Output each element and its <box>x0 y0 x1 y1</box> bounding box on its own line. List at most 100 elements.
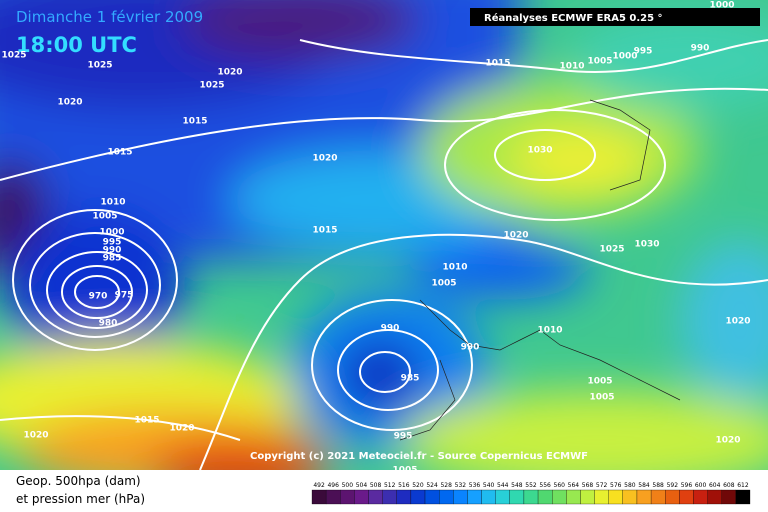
title: Dimanche 1 février 2009 <box>16 8 203 26</box>
isobar-label: 1020 <box>312 154 337 164</box>
scale-swatch <box>481 489 496 505</box>
isobar-label: 1030 <box>634 240 659 250</box>
isobar-label: 1015 <box>107 148 132 158</box>
scale-swatch <box>340 489 355 505</box>
scale-label: 612 <box>737 482 749 489</box>
isobar-label: 995 <box>634 47 653 57</box>
isobar-label: 985 <box>103 254 122 264</box>
isobar-label: 1030 <box>527 146 552 156</box>
scale-swatch <box>580 489 595 505</box>
scale-label: 560 <box>554 482 566 489</box>
isobar-label: 1010 <box>100 198 125 208</box>
scale-label: 536 <box>469 482 481 489</box>
scale-swatch <box>523 489 539 505</box>
isobar-label: 1020 <box>715 436 740 446</box>
scale-label: 516 <box>398 482 410 489</box>
scale-label: 568 <box>582 482 594 489</box>
scale-swatch <box>424 489 440 505</box>
scale-label: 564 <box>568 482 580 489</box>
isobar-label: 1020 <box>217 68 242 78</box>
scale-label: 572 <box>596 482 608 489</box>
isobar-label: 1010 <box>442 263 467 273</box>
isobar-label: 1020 <box>503 231 528 241</box>
isobar-label: 1025 <box>599 245 624 255</box>
scale-swatch <box>495 489 510 505</box>
field <box>0 0 768 500</box>
scale-swatch <box>566 489 581 505</box>
scale-swatch <box>410 489 426 505</box>
scale-label: 512 <box>384 482 396 489</box>
time: 18:00 UTC <box>16 33 137 57</box>
source-box <box>470 8 760 26</box>
scale-swatch <box>693 489 708 505</box>
scale-swatch <box>325 489 341 505</box>
isobar-label: 990 <box>691 44 710 54</box>
isobar-label: 1020 <box>57 98 82 108</box>
scale-swatch <box>650 489 666 505</box>
scale-label: 588 <box>652 482 664 489</box>
scale-label: 600 <box>695 482 707 489</box>
isobar-label: 1020 <box>23 431 48 441</box>
scale-label: 596 <box>681 482 693 489</box>
isobar-label: 1005 <box>587 377 612 387</box>
isobar-label: 985 <box>401 374 420 384</box>
scale-label: 496 <box>327 482 339 489</box>
isobar-label: 1015 <box>485 59 510 69</box>
scale-label: 592 <box>667 482 679 489</box>
scale-swatch <box>439 489 454 505</box>
isobar-label: 1005 <box>587 57 612 67</box>
scale-label: 552 <box>525 482 537 489</box>
scale-label: 508 <box>370 482 382 489</box>
scale-swatch <box>311 489 327 505</box>
scale-label: 524 <box>426 482 438 489</box>
isobar-label: 970 <box>89 292 108 302</box>
scale-label: 492 <box>313 482 325 489</box>
scale-label: 500 <box>342 482 354 489</box>
source: Réanalyses ECMWF ERA5 0.25 ° <box>484 12 663 24</box>
scale-swatch <box>453 489 468 505</box>
legend-line: et pression mer (hPa) <box>16 492 145 506</box>
scale-label: 548 <box>511 482 523 489</box>
scale-swatch <box>552 489 567 505</box>
scale-swatch <box>537 489 553 505</box>
isobar-label: 1025 <box>199 81 224 91</box>
scale-label: 528 <box>440 482 452 489</box>
scale-swatch <box>665 489 680 505</box>
scale-swatch <box>622 489 638 505</box>
isobar-label: 1000 <box>99 228 124 238</box>
scale-label: 576 <box>610 482 622 489</box>
scale-label: 520 <box>412 482 424 489</box>
isobar-label: 975 <box>115 291 134 301</box>
scale-label: 540 <box>483 482 495 489</box>
isobar-label: 1005 <box>92 212 117 222</box>
isobars <box>0 39 768 471</box>
scale-swatch <box>735 489 751 505</box>
scale-swatch <box>608 489 623 505</box>
copyright: Copyright (c) 2021 Meteociel.fr - Source… <box>250 451 588 462</box>
isobar-label: 1015 <box>134 416 159 426</box>
isobar-label: 995 <box>103 238 122 248</box>
legend-line: Geop. 500hpa (dam) <box>16 474 141 488</box>
scale-swatch <box>368 489 383 505</box>
isobar-label: 980 <box>99 319 118 329</box>
isobar-label: 1005 <box>431 279 456 289</box>
isobar-label: 1020 <box>725 317 750 327</box>
scale-label: 580 <box>624 482 636 489</box>
isobar-label: 990 <box>103 246 122 256</box>
scale-label: 532 <box>455 482 467 489</box>
isobar-label: 1005 <box>392 466 417 476</box>
scale-label: 504 <box>356 482 368 489</box>
scale-label: 608 <box>723 482 735 489</box>
scale-label: 544 <box>497 482 509 489</box>
isobar-label: 1010 <box>537 326 562 336</box>
isobar-label: 1025 <box>87 61 112 71</box>
scale-swatch <box>679 489 694 505</box>
isobar-label: 1025 <box>1 51 26 61</box>
scale-swatch <box>636 489 652 505</box>
scale-label: 556 <box>539 482 551 489</box>
isobar-label: 1005 <box>589 393 614 403</box>
scale-swatch <box>509 489 525 505</box>
scale-swatch <box>467 489 482 505</box>
coastlines <box>399 99 681 441</box>
scale-label: 604 <box>709 482 721 489</box>
